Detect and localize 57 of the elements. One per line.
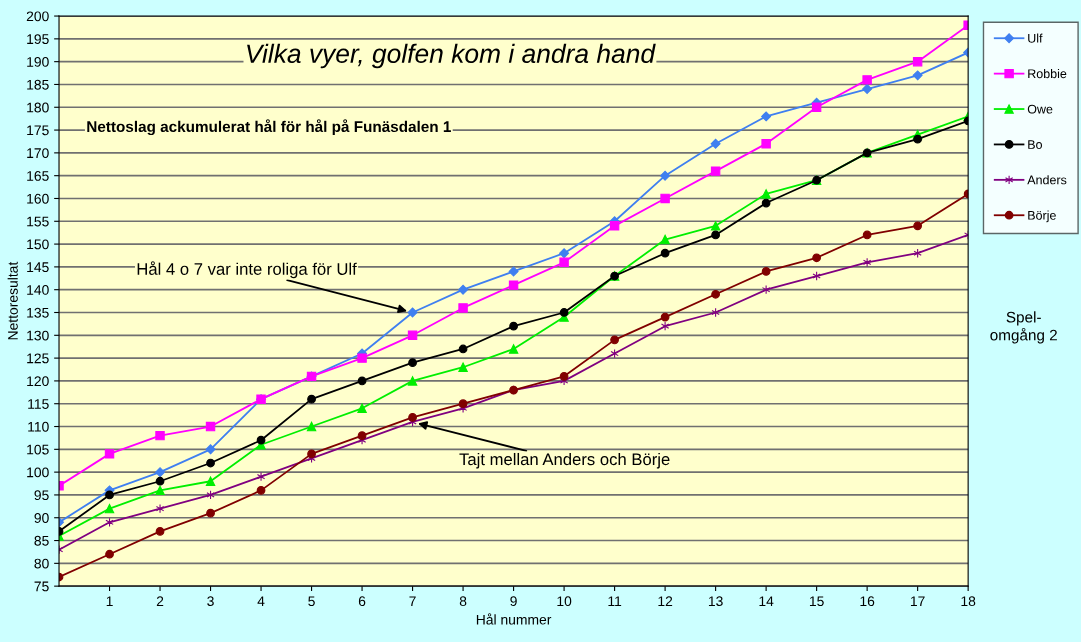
y-tick-label: 130 (27, 330, 49, 341)
x-tick-label: 7 (409, 596, 416, 606)
legend-label: Robbie (1028, 68, 1067, 79)
y-tick-label: 145 (27, 262, 49, 273)
legend-label: Bo (1028, 140, 1042, 149)
y-tick-label: 80 (34, 558, 49, 569)
x-tick-label: 10 (557, 596, 572, 607)
y-tick-label: 195 (27, 34, 49, 45)
x-tick-label: 9 (510, 596, 517, 607)
y-tick-label: 190 (27, 56, 49, 67)
x-tick-label: 4 (257, 596, 265, 606)
y-tick-label: 135 (27, 307, 49, 318)
y-tick-label: 120 (27, 376, 49, 387)
y-axis-title: Nettoresultat (7, 261, 18, 340)
x-tick-label: 8 (459, 596, 467, 607)
x-tick-label: 3 (207, 596, 214, 607)
legend-label: Owe (1027, 104, 1053, 114)
annotation: Tajt mellan Anders och Börje (459, 452, 670, 469)
x-tick-label: 13 (708, 596, 723, 607)
legend-label: Ulf (1028, 33, 1043, 43)
y-tick-label: 75 (34, 581, 49, 592)
y-tick-label: 180 (27, 102, 49, 113)
text: Nettoslag ackumulerat hål för hål på Funäsdalen 1 (87, 119, 451, 136)
x-axis-title: Hål nummer (476, 613, 552, 625)
y-tick-label: 95 (34, 490, 49, 501)
y-tick-label: 140 (27, 285, 49, 295)
text: Vilka vyer, golfen kom i andra hand (247, 43, 656, 69)
x-tick-label: 17 (910, 596, 925, 606)
y-tick-label: 170 (27, 148, 49, 159)
legend-label: Anders (1027, 175, 1067, 185)
y-tick-label: 110 (28, 421, 49, 432)
y-tick-label: 200 (26, 11, 49, 22)
x-tick-label: 12 (658, 596, 673, 606)
x-tick-label: 14 (759, 596, 774, 606)
x-tick-label: 1 (106, 596, 113, 606)
x-tick-label: 5 (308, 596, 315, 607)
annotation: Hål 4 o 7 var inte roliga för Ulf (137, 261, 357, 279)
x-tick-label: 2 (156, 596, 164, 606)
y-tick-label: 125 (27, 353, 49, 364)
legend-label: Börje (1028, 210, 1056, 223)
y-tick-label: 175 (27, 125, 49, 136)
y-tick-label: 85 (34, 535, 49, 546)
y-tick-label: 185 (27, 79, 49, 90)
y-tick-label: 155 (27, 216, 49, 227)
x-tick-label: 16 (860, 596, 875, 607)
y-tick-label: 100 (27, 467, 49, 478)
y-tick-label: 165 (27, 171, 49, 181)
x-tick-label: 15 (809, 596, 824, 607)
y-tick-label: 160 (27, 193, 49, 204)
y-tick-label: 105 (27, 444, 49, 455)
x-tick-label: 6 (358, 596, 366, 607)
x-tick-label: 18 (961, 596, 976, 607)
y-tick-label: 115 (28, 399, 49, 409)
y-tick-label: 150 (27, 239, 49, 250)
x-tick-label: 11 (608, 596, 622, 606)
y-tick-label: 90 (34, 513, 49, 523)
text: Spel- omgång 2 (990, 311, 1057, 344)
